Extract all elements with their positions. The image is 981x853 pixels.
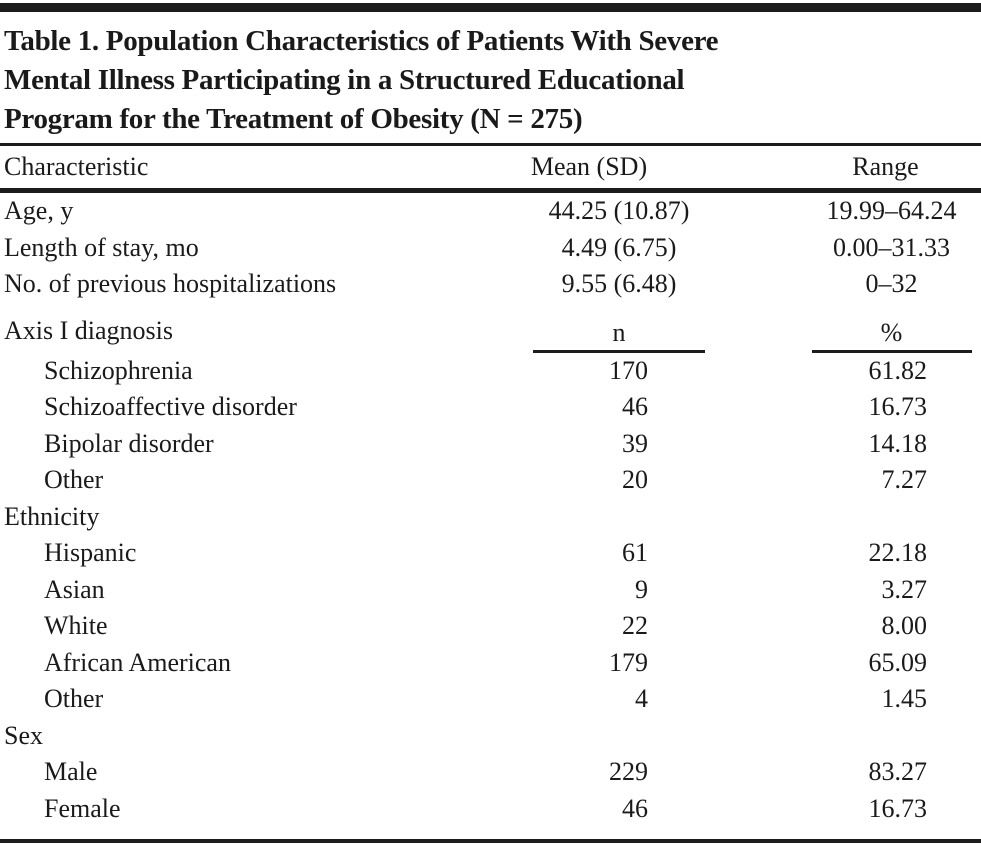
n-value: 20 (622, 465, 648, 495)
pct-value: 16.73 (868, 392, 928, 422)
row-label: Other (44, 684, 104, 714)
n-value: 9 (635, 574, 648, 604)
pct-value: 1.45 (881, 684, 928, 714)
bottom-spacer (0, 827, 981, 839)
subcolumn-pct-header: % (811, 318, 972, 353)
bottom-rule (0, 839, 981, 843)
column-header-range: Range (852, 152, 919, 181)
row-label: Schizophrenia (44, 355, 193, 385)
row-label: Bipolar disorder (44, 428, 214, 458)
table-row-bipolar-disorder: Bipolar disorder 39 14.18 (0, 426, 981, 463)
row-label: Female (44, 793, 121, 823)
n-value: 179 (609, 647, 648, 677)
subcolumn-n-wrap: n (450, 318, 710, 353)
section-header-sex: Sex (4, 720, 43, 750)
range-value: 19.99–64.24 (826, 196, 957, 226)
table-row-african-american: African American 179 65.09 (0, 645, 981, 682)
column-header-characteristic: Characteristic (4, 152, 149, 181)
n-value: 22 (622, 611, 648, 641)
table-row-male: Male 229 83.27 (0, 754, 981, 791)
row-label: African American (44, 647, 231, 677)
table-row-length-of-stay: Length of stay, mo 4.49 (6.75) 0.00–31.3… (0, 230, 981, 267)
row-label: Age, y (4, 196, 74, 226)
section-row-ethnicity: Ethnicity (0, 499, 981, 536)
range-value: 0–32 (865, 269, 918, 299)
n-value: 61 (622, 538, 648, 568)
pct-value: 16.73 (868, 793, 928, 823)
pct-value: 7.27 (881, 465, 928, 495)
top-rule (0, 3, 981, 12)
table-title-line-2: Mental Illness Participating in a Struct… (4, 64, 685, 96)
column-header-mean-sd: Mean (SD) (530, 152, 648, 181)
header-rule (0, 188, 981, 193)
table-row-diagnosis-other: Other 20 7.27 (0, 462, 981, 499)
row-label: Male (44, 757, 98, 787)
section-row-axis-i-diagnosis: Axis I diagnosis n % (0, 303, 981, 353)
section-header-ethnicity: Ethnicity (4, 501, 100, 531)
table-row-previous-hospitalizations: No. of previous hospitalizations 9.55 (6… (0, 266, 981, 303)
n-value: 229 (609, 757, 648, 787)
table-title: Table 1. Population Characteristics of P… (0, 12, 981, 143)
mean-sd-value: 4.49 (6.75) (561, 232, 677, 262)
table-row-hispanic: Hispanic 61 22.18 (0, 535, 981, 572)
title-rule (0, 143, 981, 146)
pct-value: 14.18 (868, 428, 928, 458)
n-value: 46 (622, 392, 648, 422)
table-row-female: Female 46 16.73 (0, 791, 981, 828)
n-value: 4 (635, 684, 648, 714)
n-value: 46 (622, 793, 648, 823)
pct-value: 22.18 (868, 538, 928, 568)
mean-sd-value: 44.25 (10.87) (548, 196, 690, 226)
column-header-row: Characteristic Mean (SD) Range (0, 146, 981, 188)
pct-value: 3.27 (881, 574, 928, 604)
table-row-age: Age, y 44.25 (10.87) 19.99–64.24 (0, 193, 981, 230)
row-label: Other (44, 465, 104, 495)
table-row-asian: Asian 9 3.27 (0, 572, 981, 609)
n-value: 170 (609, 355, 648, 385)
row-label: Schizoaffective disorder (44, 392, 297, 422)
subcolumn-n-header: n (533, 318, 705, 353)
row-label: Hispanic (44, 538, 137, 568)
row-label: Length of stay, mo (4, 232, 199, 262)
table-row-schizoaffective-disorder: Schizoaffective disorder 46 16.73 (0, 389, 981, 426)
n-value: 39 (622, 428, 648, 458)
table-title-line-1: Table 1. Population Characteristics of P… (4, 25, 719, 57)
row-label: Asian (44, 574, 105, 604)
section-row-sex: Sex (0, 718, 981, 755)
section-header-axis-i-diagnosis: Axis I diagnosis (4, 315, 173, 345)
mean-sd-value: 9.55 (6.48) (561, 269, 677, 299)
pct-value: 65.09 (868, 647, 928, 677)
table-title-line-3: Program for the Treatment of Obesity (N … (4, 103, 583, 135)
row-label: White (44, 611, 108, 641)
subcolumn-pct-wrap: % (710, 318, 981, 353)
pct-value: 8.00 (881, 611, 928, 641)
range-value: 0.00–31.33 (833, 232, 950, 262)
pct-value: 61.82 (868, 355, 928, 385)
row-label: No. of previous hospitalizations (4, 269, 337, 299)
pct-value: 83.27 (868, 757, 928, 787)
table-row-ethnicity-other: Other 4 1.45 (0, 681, 981, 718)
table-row-schizophrenia: Schizophrenia 170 61.82 (0, 353, 981, 390)
table-row-white: White 22 8.00 (0, 608, 981, 645)
